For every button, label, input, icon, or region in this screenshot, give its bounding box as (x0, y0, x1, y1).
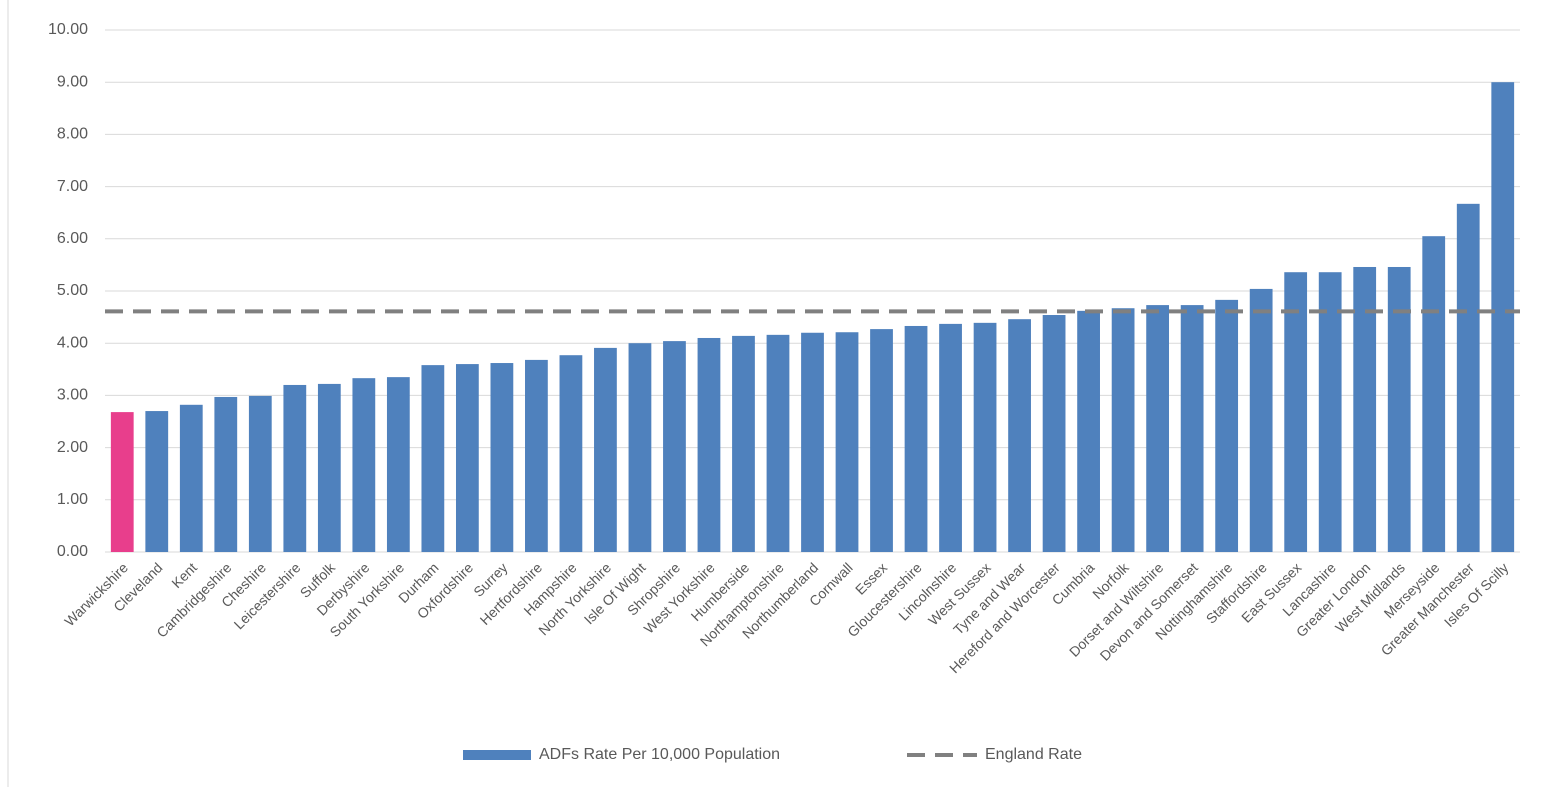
y-tick-label: 4.00 (57, 334, 88, 351)
bar (317, 383, 341, 552)
bar (145, 411, 169, 552)
bar (421, 365, 445, 552)
bar (352, 378, 376, 552)
bar (628, 343, 652, 552)
bar (697, 337, 721, 552)
bar (525, 359, 548, 552)
bar (110, 412, 134, 552)
bar (386, 377, 410, 552)
bar (490, 363, 514, 552)
legend-swatch (463, 750, 531, 760)
bar (1042, 315, 1066, 552)
bar (1387, 266, 1411, 552)
bar (1008, 319, 1031, 552)
bar (1111, 308, 1135, 552)
bar (455, 364, 479, 552)
bar (1491, 82, 1515, 552)
bar (1146, 305, 1170, 552)
bar (248, 395, 272, 552)
bar (1249, 288, 1273, 552)
bar (214, 396, 238, 552)
bar (1215, 299, 1239, 552)
y-tick-label: 10.00 (48, 21, 88, 38)
y-tick-label: 0.00 (57, 543, 88, 560)
legend-label: England Rate (985, 746, 1082, 763)
y-tick-label: 6.00 (57, 230, 88, 247)
y-tick-label: 8.00 (57, 126, 88, 143)
legend-label: ADFs Rate Per 10,000 Population (539, 746, 780, 763)
bar (835, 332, 859, 552)
bar (904, 325, 928, 552)
y-tick-label: 2.00 (57, 439, 88, 456)
bar (870, 329, 893, 552)
bar (1318, 272, 1342, 552)
y-tick-label: 3.00 (57, 387, 88, 404)
y-tick-label: 7.00 (57, 178, 88, 195)
y-tick-label: 1.00 (57, 491, 88, 508)
bar (766, 334, 790, 552)
bar (663, 341, 686, 552)
bar (801, 332, 824, 552)
bar (283, 384, 307, 552)
bar (732, 335, 755, 552)
bar (973, 322, 997, 552)
bar (1353, 266, 1377, 552)
bar (559, 355, 583, 552)
bar (1180, 305, 1204, 552)
bar (1422, 236, 1446, 552)
bar (1077, 310, 1100, 552)
bar (939, 323, 962, 552)
bar (1456, 203, 1480, 553)
bar (594, 347, 617, 552)
y-tick-label: 9.00 (57, 73, 88, 90)
bar (1284, 272, 1308, 552)
bar (179, 404, 203, 552)
y-tick-label: 5.00 (57, 282, 88, 299)
